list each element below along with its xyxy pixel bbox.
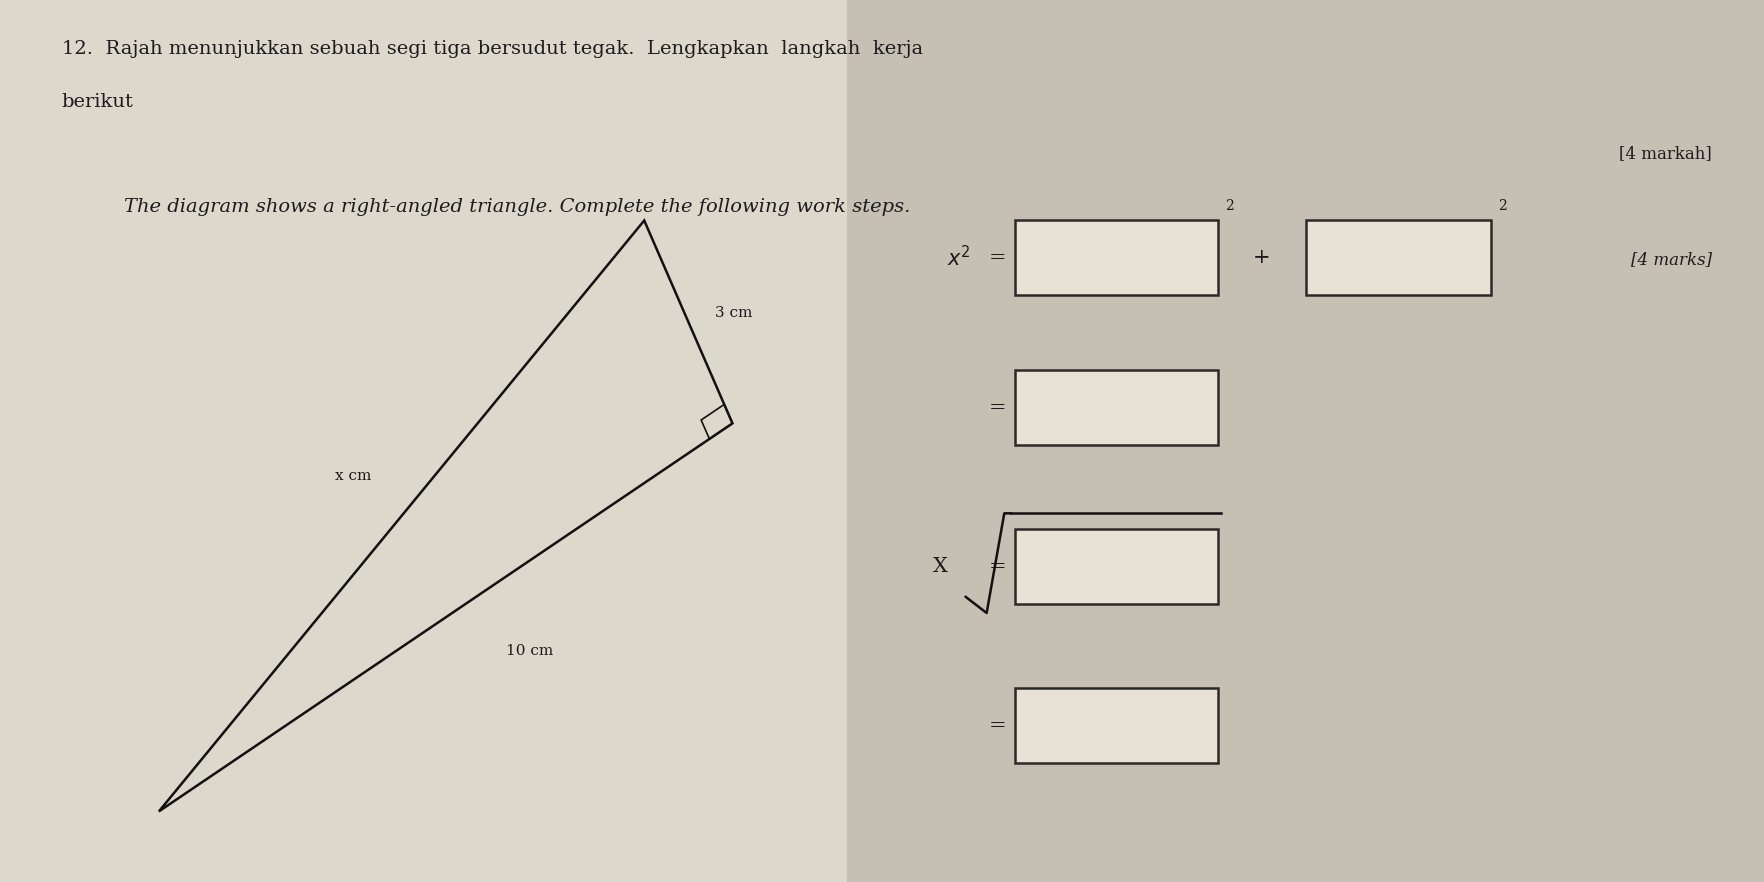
Text: [4 marks]: [4 marks] [1630, 251, 1711, 268]
Text: 2: 2 [1498, 199, 1506, 213]
Polygon shape [0, 0, 847, 882]
Text: =: = [988, 557, 1005, 576]
Text: $x^2$: $x^2$ [947, 245, 970, 271]
Bar [1305, 220, 1491, 295]
Text: =: = [988, 249, 1005, 267]
Bar [1014, 688, 1217, 763]
Text: 3 cm: 3 cm [714, 306, 751, 320]
Text: The diagram shows a right-angled triangle. Complete the following work steps.: The diagram shows a right-angled triangl… [123, 198, 910, 216]
Text: berikut: berikut [62, 93, 134, 110]
Bar [1014, 220, 1217, 295]
Text: [4 markah]: [4 markah] [1618, 146, 1711, 162]
Bar [1014, 529, 1217, 604]
Text: 10 cm: 10 cm [506, 644, 552, 658]
Text: =: = [988, 399, 1005, 417]
Text: X: X [933, 557, 947, 576]
Text: 12.  Rajah menunjukkan sebuah segi tiga bersudut tegak.  Lengkapkan  langkah  ke: 12. Rajah menunjukkan sebuah segi tiga b… [62, 40, 923, 57]
Polygon shape [847, 0, 1764, 882]
Text: 2: 2 [1224, 199, 1233, 213]
Text: +: + [1252, 249, 1270, 267]
Text: x cm: x cm [335, 469, 370, 483]
Text: =: = [988, 716, 1005, 735]
Bar [1014, 370, 1217, 445]
